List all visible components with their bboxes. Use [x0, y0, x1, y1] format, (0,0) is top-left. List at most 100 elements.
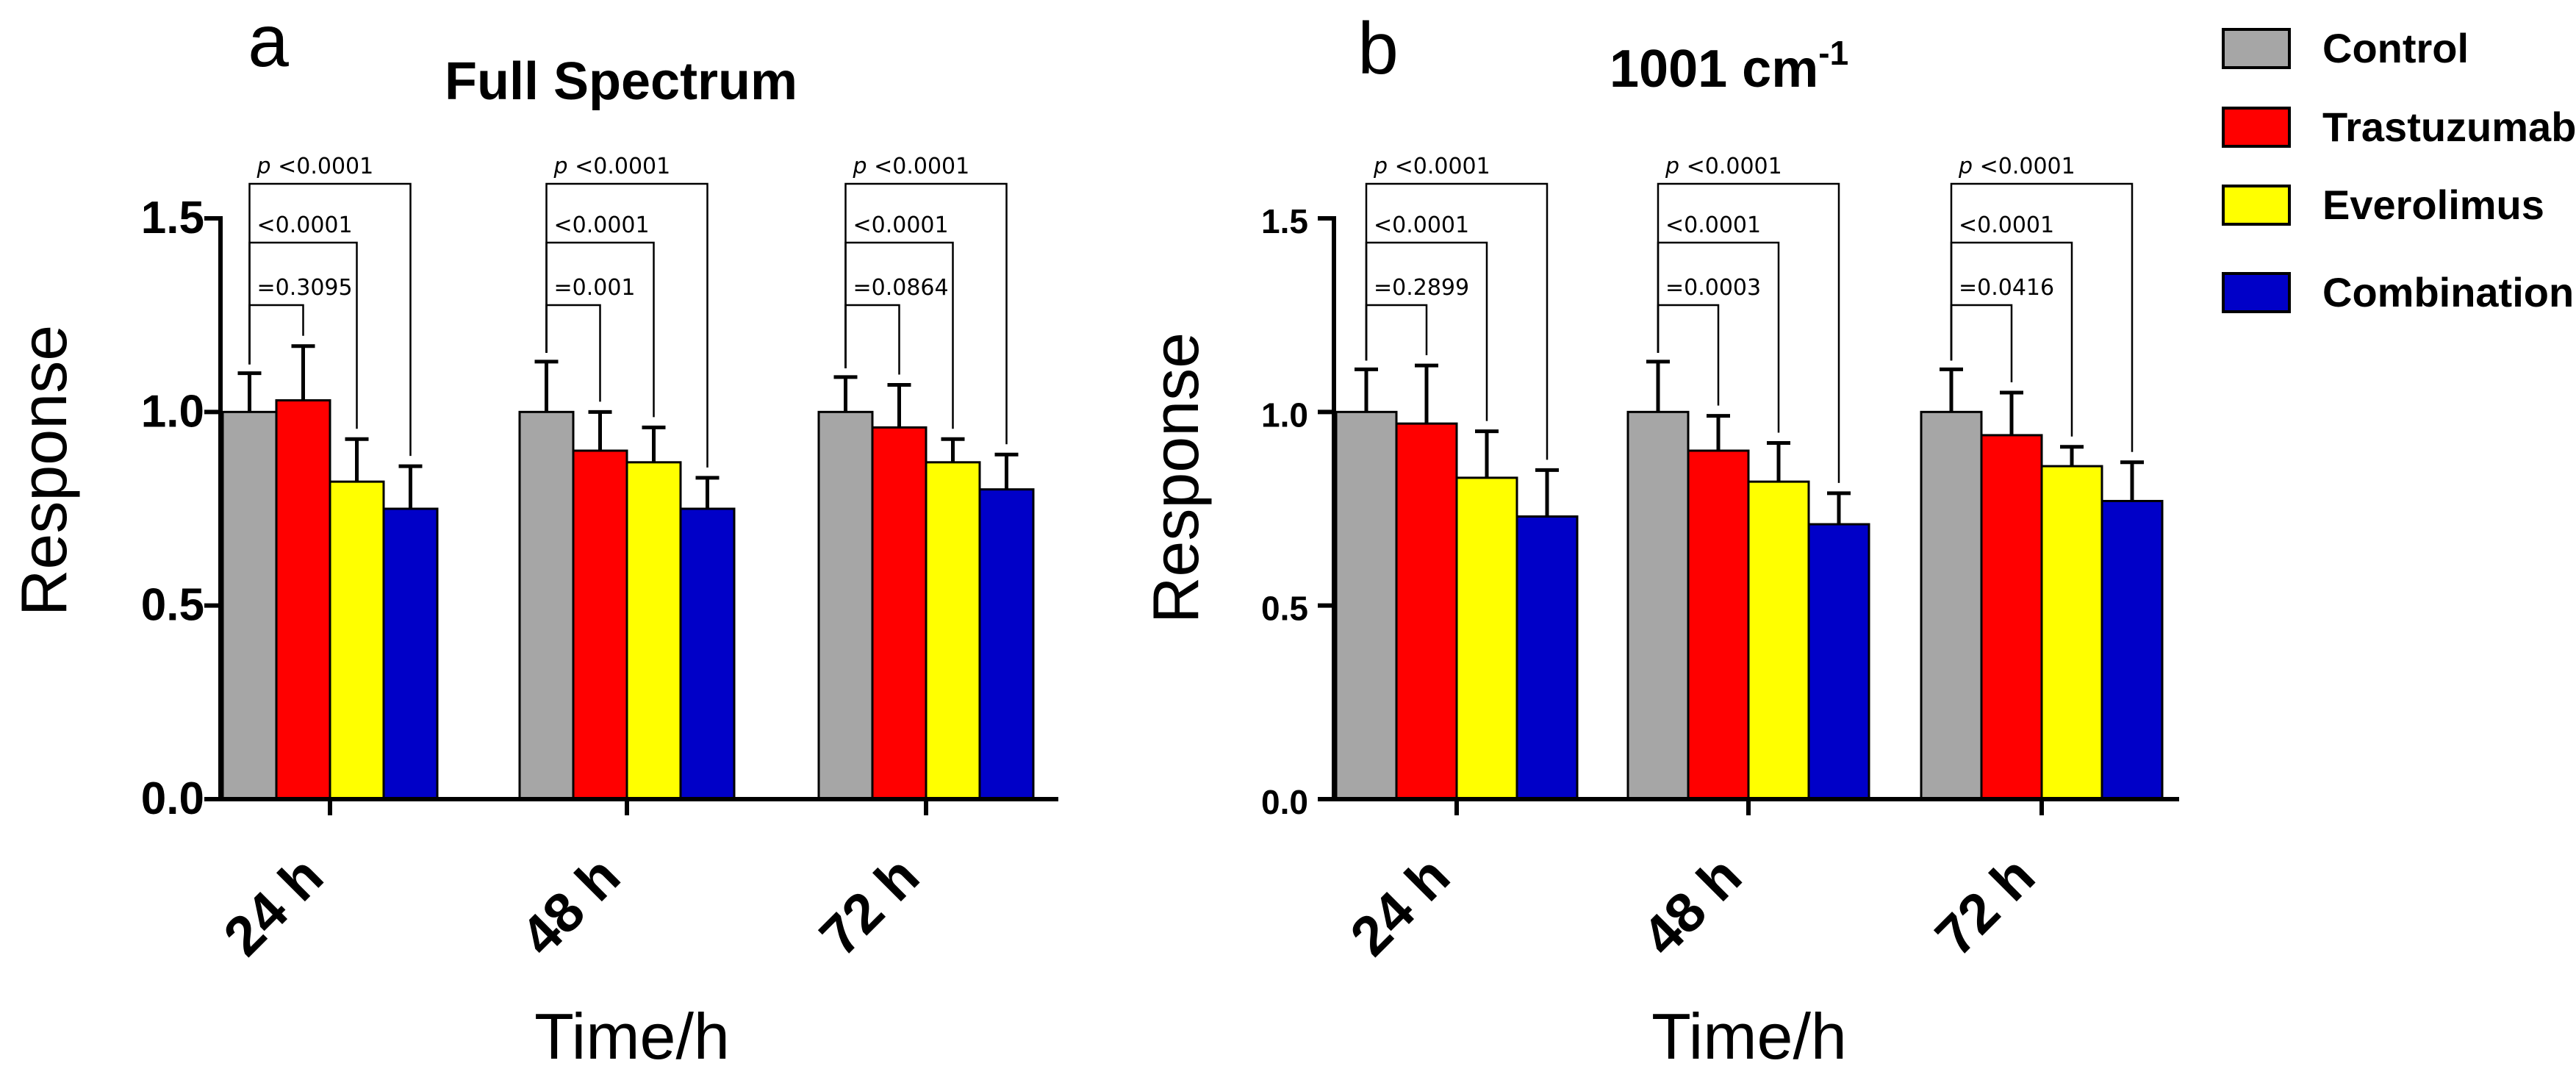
bar-trastuzumab — [275, 399, 331, 801]
significance-bracket — [1657, 304, 1720, 406]
legend-swatch-combination — [2222, 272, 2291, 313]
significance-label: =0.0003 — [1665, 275, 1761, 301]
legend-swatch-control — [2222, 28, 2291, 69]
significance-bracket — [844, 304, 900, 375]
significance-label: p <0.0001 — [1665, 154, 1782, 179]
y-axis-label: Response — [7, 325, 80, 616]
y-tick-label: 1.5 — [141, 193, 204, 243]
significance-label: =0.2899 — [1374, 275, 1469, 301]
significance-label: <0.0001 — [1374, 212, 1469, 238]
significance-p: p — [553, 154, 575, 179]
y-tick-label: 0.5 — [1261, 590, 1308, 628]
x-tick-label: 48 h — [509, 845, 632, 968]
bar-everolimus — [329, 480, 385, 801]
significance-bracket — [1365, 182, 1549, 460]
significance-bracket — [545, 182, 708, 468]
panel-letter: b — [1357, 7, 1399, 90]
bar-control — [518, 410, 575, 801]
x-tick-label: 72 h — [808, 845, 931, 968]
significance-label: <0.0001 — [554, 212, 650, 238]
legend-swatch-trastuzumab — [2222, 107, 2291, 148]
x-tick-label: 48 h — [1630, 845, 1754, 968]
x-axis-label: Time/h — [1651, 1000, 1847, 1073]
significance-label: p <0.0001 — [1373, 154, 1490, 179]
x-axis-label: Time/h — [534, 1000, 730, 1073]
significance-bracket — [844, 182, 1008, 445]
significance-label: <0.0001 — [853, 212, 949, 238]
y-tick-label: 1.0 — [1261, 396, 1308, 434]
bar-everolimus — [1747, 480, 1810, 801]
legend-swatch-everolimus — [2222, 185, 2291, 226]
bar-control — [221, 410, 278, 801]
bar-trastuzumab — [1980, 434, 2043, 801]
panel-a: a Full Spectrum Response 0.0 0.5 1.0 1.5 24 h =0… — [7, 0, 1058, 1073]
y-axis-label: Response — [1139, 332, 1212, 623]
panel-b: b 1001 cm-1 Response 0.0 0.5 1.0 1.5 24 h =0.289… — [1139, 7, 2179, 1073]
significance-value: <0.0001 — [575, 154, 670, 179]
axes — [1332, 216, 2179, 801]
bar-everolimus — [1455, 476, 1518, 801]
significance-p: p — [256, 154, 279, 179]
significance-bracket — [248, 182, 412, 457]
bar-everolimus — [625, 461, 682, 801]
chart-title: Full Spectrum — [445, 52, 797, 111]
significance-value: <0.0001 — [1395, 154, 1490, 179]
legend: Control Trastuzumab Everolimus Combination — [2222, 25, 2576, 315]
bar-combination — [382, 507, 439, 801]
significance-p: p — [1373, 154, 1395, 179]
significance-label: p <0.0001 — [256, 154, 374, 179]
bar-trastuzumab — [871, 426, 928, 801]
chart-title-main: 1001 cm — [1610, 40, 1818, 99]
bar-control — [817, 410, 874, 801]
significance-value: <0.0001 — [1687, 154, 1782, 179]
legend-label-trastuzumab: Trastuzumab — [2322, 104, 2576, 150]
y-tick-label: 1.0 — [141, 386, 204, 437]
significance-label: p <0.0001 — [1958, 154, 2075, 179]
chart-title-main: Full Spectrum — [445, 52, 797, 111]
significance-label: =0.0416 — [1959, 275, 2054, 301]
bar-combination — [978, 488, 1035, 801]
bar-everolimus — [925, 461, 981, 801]
x-tick-label: 24 h — [1338, 845, 1462, 968]
axes — [218, 216, 1058, 801]
legend-label-control: Control — [2322, 25, 2469, 71]
significance-label: =0.001 — [554, 275, 636, 301]
significance-label: =0.3095 — [257, 275, 353, 301]
legend-label-combination: Combination — [2322, 269, 2574, 315]
panel-letter: a — [248, 0, 289, 82]
significance-p: p — [853, 154, 875, 179]
significance-value: <0.0001 — [1980, 154, 2075, 179]
significance-label: <0.0001 — [257, 212, 353, 238]
significance-bracket — [1950, 182, 2134, 452]
bar-everolimus — [2040, 465, 2103, 801]
significance-label: <0.0001 — [1665, 212, 1761, 238]
y-tick-label: 0.5 — [141, 580, 204, 631]
bar-control — [1335, 410, 1398, 801]
significance-bracket — [545, 304, 601, 402]
significance-p: p — [1665, 154, 1687, 179]
significance-p: p — [1958, 154, 1980, 179]
chart-title: 1001 cm-1 — [1610, 34, 1848, 99]
bar-combination — [2100, 499, 2164, 801]
bar-trastuzumab — [1395, 422, 1458, 801]
significance-label: <0.0001 — [1959, 212, 2054, 238]
y-tick-label: 1.5 — [1261, 202, 1308, 240]
legend-label-everolimus: Everolimus — [2322, 182, 2544, 228]
bar-combination — [1515, 515, 1579, 801]
x-tick-label: 24 h — [212, 845, 335, 968]
significance-value: <0.0001 — [278, 154, 373, 179]
x-tick-label: 72 h — [1923, 845, 2047, 968]
significance-label: p <0.0001 — [853, 154, 970, 179]
y-tick-label: 0.0 — [141, 773, 204, 824]
bar-control — [1920, 410, 1983, 801]
significance-bracket — [1365, 304, 1428, 361]
bar-trastuzumab — [1687, 449, 1750, 801]
y-tick-label: 0.0 — [1261, 783, 1308, 821]
bar-combination — [679, 507, 736, 801]
bar-combination — [1807, 523, 1870, 801]
significance-value: <0.0001 — [874, 154, 969, 179]
bar-trastuzumab — [572, 449, 628, 801]
bar-control — [1626, 410, 1690, 801]
chart-title-superscript: -1 — [1818, 34, 1848, 72]
